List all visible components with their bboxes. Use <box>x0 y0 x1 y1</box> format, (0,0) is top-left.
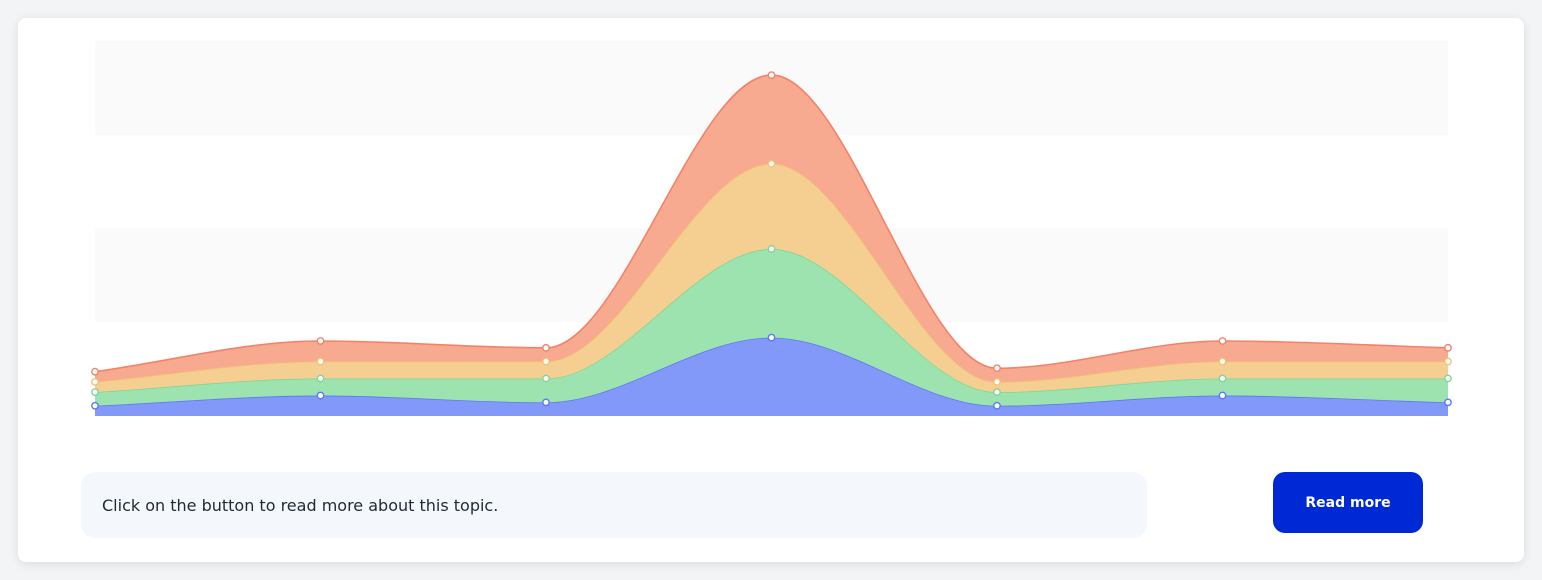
data-point-s4-3[interactable] <box>542 343 550 352</box>
area-series-1 <box>95 337 1448 416</box>
data-point-s3-3[interactable] <box>542 357 550 366</box>
data-point-s1-4[interactable] <box>767 333 776 342</box>
data-point-s2-5[interactable] <box>993 388 1001 397</box>
data-point-s1-1[interactable] <box>91 401 99 410</box>
data-point-s3-5[interactable] <box>993 378 1001 386</box>
data-point-s4-1[interactable] <box>91 367 99 376</box>
data-point-s4-7[interactable] <box>1444 343 1452 352</box>
info-box: Click on the button to read more about t… <box>81 472 1147 538</box>
area-series-3 <box>95 163 1448 393</box>
data-point-s2-6[interactable] <box>1218 374 1227 383</box>
data-points-group <box>91 71 1452 410</box>
data-point-s4-5[interactable] <box>993 364 1001 373</box>
data-point-s4-2[interactable] <box>316 337 325 345</box>
data-point-s3-2[interactable] <box>316 357 325 366</box>
data-point-s4-4[interactable] <box>767 71 776 79</box>
read-more-button[interactable]: Read more <box>1273 472 1423 533</box>
info-text: Click on the button to read more about t… <box>102 495 499 515</box>
data-point-s2-2[interactable] <box>316 374 325 383</box>
data-point-s3-7[interactable] <box>1444 357 1452 366</box>
area-series-4 <box>95 75 1448 382</box>
area-series-2 <box>95 248 1448 406</box>
data-point-s2-7[interactable] <box>1444 374 1452 383</box>
data-point-s3-1[interactable] <box>91 378 99 386</box>
data-point-s2-4[interactable] <box>767 245 776 253</box>
data-point-s3-4[interactable] <box>767 159 776 168</box>
stacked-area-chart <box>91 41 1452 416</box>
chart-card: Click on the button to read more about t… <box>18 18 1524 562</box>
data-point-s2-3[interactable] <box>542 374 550 383</box>
data-point-s1-2[interactable] <box>316 391 325 400</box>
data-point-s1-6[interactable] <box>1218 391 1227 400</box>
data-point-s2-1[interactable] <box>91 388 99 397</box>
data-point-s3-6[interactable] <box>1218 357 1227 366</box>
area-series-group <box>94 74 1449 416</box>
data-point-s1-3[interactable] <box>542 398 550 407</box>
data-point-s1-7[interactable] <box>1444 398 1452 407</box>
data-point-s4-6[interactable] <box>1218 337 1227 345</box>
data-point-s1-5[interactable] <box>993 401 1001 410</box>
